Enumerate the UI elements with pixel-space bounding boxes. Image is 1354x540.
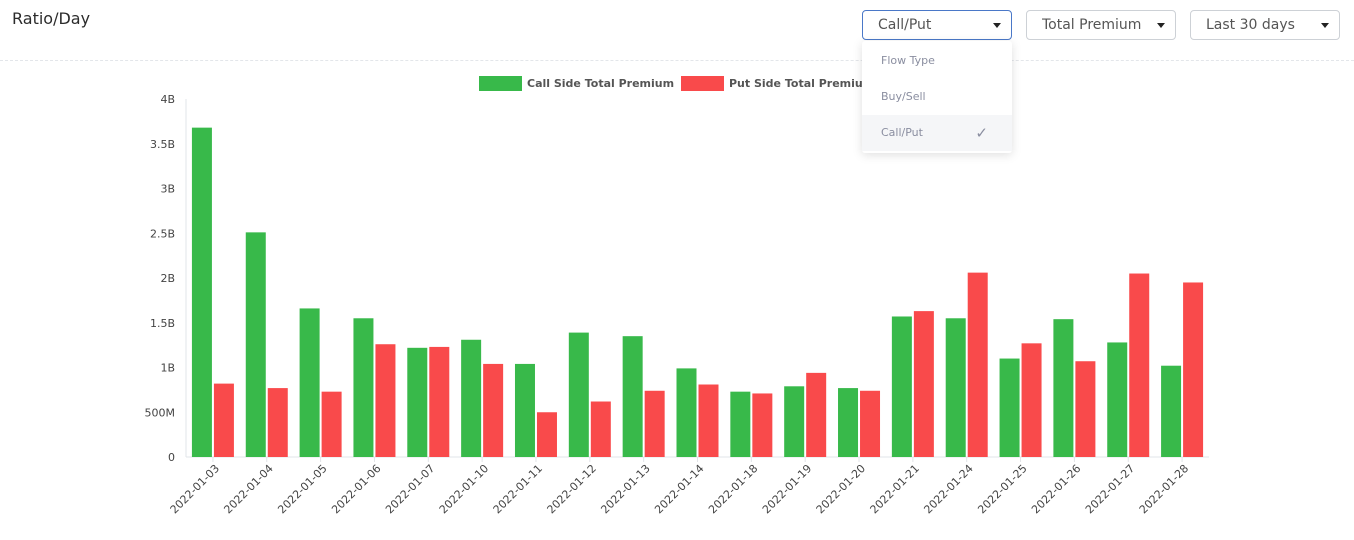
check-icon: ✓ [975, 124, 988, 142]
caret-down-icon [1157, 22, 1165, 28]
menu-item-buy-sell[interactable]: Buy/Sell [862, 79, 1012, 115]
header-divider [0, 60, 1354, 61]
y-tick-label: 1B [160, 362, 175, 375]
put-side-bar [913, 311, 934, 457]
x-tick-label: 2022-01-21 [868, 462, 922, 516]
put-side-bar [536, 412, 557, 457]
metric-dropdown[interactable]: Total Premium [1026, 10, 1176, 40]
group-by-menu: Flow Type Buy/Sell Call/Put ✓ [862, 41, 1012, 153]
group-by-value: Call/Put [878, 17, 932, 33]
legend-label: Call Side Total Premium [527, 77, 674, 90]
call-side-bar [999, 358, 1020, 457]
put-side-bar [698, 384, 719, 457]
x-tick-label: 2022-01-06 [329, 462, 383, 516]
x-tick-label: 2022-01-12 [545, 462, 599, 516]
call-side-bar [461, 339, 482, 457]
call-side-bar [299, 308, 320, 457]
put-side-bar [1183, 282, 1204, 457]
caret-down-icon [993, 22, 1001, 28]
group-by-dropdown[interactable]: Call/Put [862, 10, 1012, 40]
menu-item-call-put[interactable]: Call/Put ✓ [862, 115, 1012, 151]
call-side-bar [891, 316, 912, 457]
put-side-bar [375, 344, 396, 457]
page-title: Ratio/Day [12, 9, 91, 28]
put-side-bar [860, 390, 881, 457]
call-side-bar [676, 368, 697, 457]
call-side-bar [407, 347, 428, 457]
y-tick-label: 3B [160, 183, 175, 196]
x-tick-label: 2022-01-05 [275, 462, 329, 516]
x-tick-label: 2022-01-13 [598, 462, 652, 516]
x-tick-label: 2022-01-10 [437, 462, 491, 516]
call-side-bar [784, 386, 805, 457]
date-range-dropdown[interactable]: Last 30 days [1190, 10, 1340, 40]
x-tick-label: 2022-01-07 [383, 462, 437, 516]
x-tick-label: 2022-01-25 [975, 462, 1029, 516]
legend-swatch [681, 76, 724, 91]
put-side-bar [429, 346, 450, 457]
put-side-bar [213, 383, 234, 457]
call-side-bar [945, 318, 966, 457]
call-side-bar [730, 391, 751, 457]
put-side-bar [590, 401, 611, 457]
x-tick-label: 2022-01-28 [1137, 462, 1191, 516]
y-tick-label: 0 [168, 451, 175, 464]
x-tick-label: 2022-01-18 [706, 462, 760, 516]
put-side-bar [752, 393, 773, 457]
x-tick-label: 2022-01-11 [491, 462, 545, 516]
put-side-bar [967, 272, 988, 457]
y-tick-label: 3.5B [150, 138, 175, 151]
call-side-bar [1161, 365, 1182, 457]
date-range-value: Last 30 days [1206, 17, 1295, 33]
x-tick-label: 2022-01-04 [221, 462, 275, 516]
menu-item-label: Buy/Sell [881, 90, 926, 103]
y-tick-label: 1.5B [150, 317, 175, 330]
x-tick-label: 2022-01-20 [814, 462, 868, 516]
put-side-bar [321, 391, 342, 457]
call-side-bar [1053, 319, 1074, 457]
put-side-bar [267, 388, 288, 457]
legend-swatch [479, 76, 522, 91]
x-tick-label: 2022-01-26 [1029, 462, 1083, 516]
put-side-bar [644, 390, 665, 457]
menu-item-label: Call/Put [881, 126, 923, 139]
put-side-bar [1075, 361, 1096, 457]
put-side-bar [1021, 343, 1042, 457]
call-side-bar [622, 336, 643, 457]
metric-value: Total Premium [1042, 17, 1142, 33]
put-side-bar [806, 372, 827, 457]
y-tick-label: 500M [145, 406, 176, 419]
menu-item-label: Flow Type [881, 54, 935, 67]
x-tick-label: 2022-01-03 [168, 462, 222, 516]
y-tick-label: 4B [160, 93, 175, 106]
y-tick-label: 2B [160, 272, 175, 285]
call-side-bar [191, 127, 212, 457]
put-side-bar [483, 363, 504, 457]
put-side-bar [1129, 273, 1150, 457]
call-side-bar [245, 232, 266, 457]
call-side-bar [838, 388, 859, 457]
x-tick-label: 2022-01-27 [1083, 462, 1137, 516]
x-tick-label: 2022-01-19 [760, 462, 814, 516]
x-tick-label: 2022-01-14 [652, 462, 706, 516]
caret-down-icon [1321, 22, 1329, 28]
call-side-bar [568, 332, 589, 457]
call-side-bar [353, 318, 374, 457]
call-side-bar [1107, 342, 1128, 457]
x-tick-label: 2022-01-24 [921, 462, 975, 516]
menu-item-flow-type[interactable]: Flow Type [862, 43, 1012, 79]
y-tick-label: 2.5B [150, 227, 175, 240]
legend-label: Put Side Total Premium [729, 77, 874, 90]
call-side-bar [514, 363, 535, 457]
